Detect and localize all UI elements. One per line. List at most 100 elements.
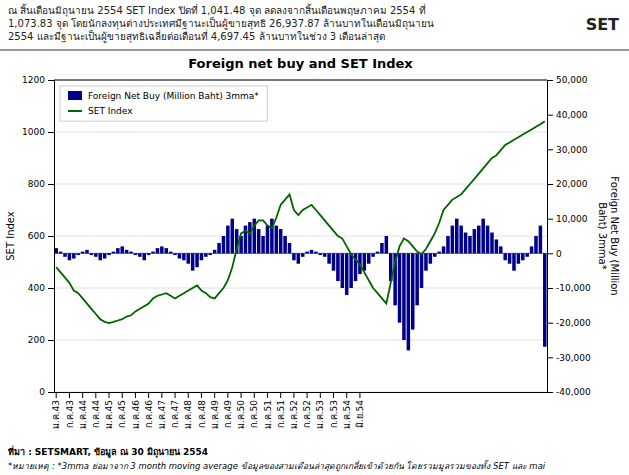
line [56, 121, 545, 323]
tick-label: 20,000 [556, 179, 588, 189]
bar [90, 253, 94, 255]
axis-line [55, 392, 548, 393]
tick-label: 800 [28, 179, 45, 189]
tick-label: -10,000 [556, 283, 591, 293]
tick-label: 200 [28, 335, 45, 345]
tick: ม.ค.50 [236, 392, 246, 429]
bar [451, 226, 455, 254]
tick-label: ม.ค.49 [210, 400, 220, 429]
grid-line [54, 288, 547, 289]
bar [288, 243, 292, 253]
tick-mark [175, 392, 176, 398]
bar [222, 236, 226, 253]
tick-label: ก.ค.44 [91, 400, 101, 428]
bar [402, 253, 406, 340]
bar [455, 219, 459, 254]
bar [429, 253, 433, 263]
tick-mark [135, 392, 136, 398]
tick-label: ก.ค.47 [170, 400, 180, 428]
tick-label: ม.ค.52 [289, 400, 299, 429]
tick-label: 50,000 [556, 75, 588, 85]
y2-axis: -40,000-30,000-20,000-10,000010,00020,00… [547, 75, 591, 397]
bar [424, 253, 428, 270]
y-axis-label: SET Index [5, 211, 16, 261]
tick-label: -30,000 [556, 353, 591, 363]
tick-label: ม.ค.50 [236, 400, 246, 429]
separator [0, 49, 629, 51]
bar [257, 229, 261, 253]
bar [477, 226, 481, 254]
tick-label: ก.ค.53 [329, 400, 339, 428]
tick: 30,000 [547, 145, 588, 155]
tick-label: 600 [28, 231, 45, 241]
bar [495, 239, 499, 253]
bar [107, 253, 111, 255]
tick: ก.ค.43 [65, 392, 75, 428]
tick-mark [547, 149, 553, 150]
bar [530, 246, 534, 253]
bar [63, 253, 67, 256]
bar [411, 253, 415, 329]
tick-label: ม.ค.43 [51, 400, 61, 429]
bar [68, 253, 72, 260]
legend-swatch [68, 110, 82, 112]
bar [459, 226, 463, 254]
bar [169, 252, 173, 254]
tick: 40,000 [547, 110, 588, 120]
tick-label: ม.ค.44 [78, 400, 88, 429]
bar [543, 253, 547, 346]
tick: 50,000 [547, 75, 588, 85]
tick: -30,000 [547, 353, 591, 363]
bar [226, 226, 230, 254]
chart: ณ สิ้นเดือนมิถุนายน 2554 SET Index ปิดที… [0, 0, 629, 475]
tick-label: ก.ค.43 [65, 400, 75, 428]
bar [407, 253, 411, 350]
tick: 10,000 [547, 214, 588, 224]
grid-line [54, 132, 547, 133]
tick-mark [48, 392, 54, 393]
tick: -20,000 [547, 318, 591, 328]
bar [442, 246, 446, 253]
tick-mark [48, 288, 54, 289]
bar [314, 252, 318, 254]
legend-label: Foreign Net Buy (Million Baht) 3mma* [88, 91, 259, 101]
tick: ม.ค.47 [157, 392, 167, 429]
bar [195, 253, 199, 267]
bar [85, 250, 89, 253]
bar [398, 253, 402, 322]
tick-label: 0 [556, 249, 562, 259]
tick-mark [267, 392, 268, 398]
tick-mark [547, 323, 553, 324]
bar [420, 253, 424, 288]
tick-mark [280, 392, 281, 398]
tick-mark [109, 392, 110, 398]
bar [191, 253, 195, 270]
bar [376, 252, 380, 254]
bar [182, 253, 186, 260]
tick: ก.ค.44 [91, 392, 101, 428]
bar [147, 253, 151, 255]
legend-box [60, 86, 267, 121]
tick-mark [48, 236, 54, 237]
tick-mark [320, 392, 321, 398]
plot: 020040060080010001200-40,000-30,000-20,0… [22, 75, 591, 429]
legend-swatch [68, 91, 82, 100]
bar [380, 243, 384, 253]
tick-label: ม.ค.54 [342, 400, 352, 429]
bar [349, 253, 353, 288]
tick-mark [293, 392, 294, 398]
tick-mark [122, 392, 123, 398]
bar [503, 253, 507, 260]
legend-item: SET Index [68, 106, 133, 116]
bar [323, 253, 327, 256]
tick: 0 [39, 387, 54, 397]
tick: ม.ค.49 [210, 392, 220, 429]
bar [217, 243, 221, 253]
tick-mark [48, 340, 54, 341]
marks [54, 121, 547, 350]
tick: 200 [28, 335, 54, 345]
bar [415, 253, 419, 305]
tick: ก.ค.49 [223, 392, 233, 428]
tick-mark [48, 184, 54, 185]
tick: ม.ค.52 [289, 392, 299, 429]
